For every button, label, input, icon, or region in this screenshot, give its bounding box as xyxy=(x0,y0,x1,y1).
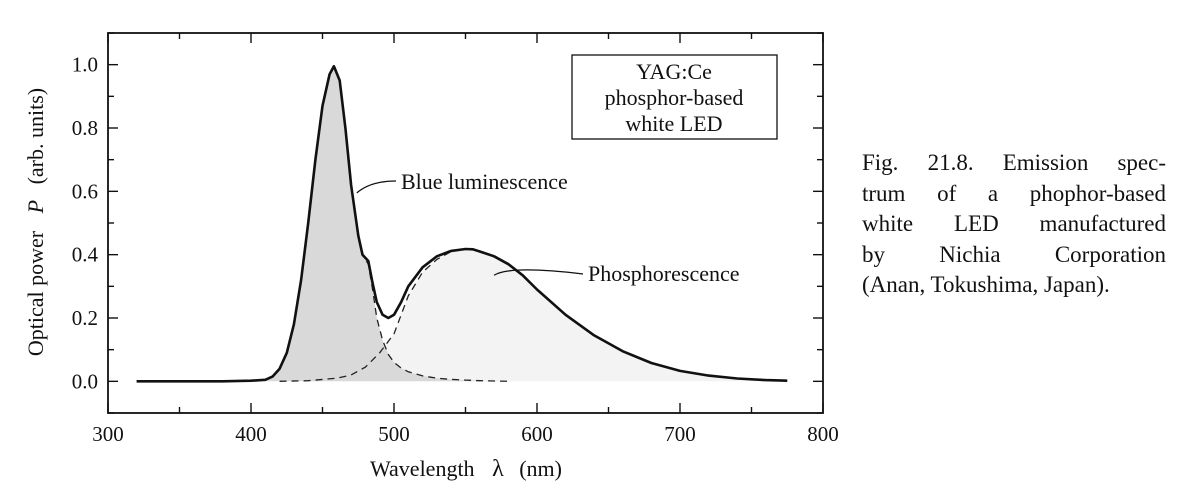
tick-labels: 300 400 500 600 700 800 0.0 0.2 0.4 0.6 0.8 1.0 xyxy=(72,53,839,446)
y-tick-label: 1.0 xyxy=(72,53,98,77)
phosphorescence-area xyxy=(279,249,788,382)
annotation-blue-label: Blue luminescence xyxy=(401,169,568,194)
axis-ticks xyxy=(107,32,824,414)
y-axis-symbol: P xyxy=(23,200,48,214)
x-axis-unit: (nm) xyxy=(519,456,562,481)
caption-line-3: white LED manufactured xyxy=(862,211,1166,236)
y-tick-label: 0.2 xyxy=(72,306,98,330)
x-tick-label: 400 xyxy=(235,422,267,446)
y-tick-label: 0.8 xyxy=(72,116,98,140)
x-tick-label: 500 xyxy=(378,422,410,446)
figure-caption: Fig. 21.8. Emission spec- trum of a phop… xyxy=(862,148,1166,301)
spectrum-curves xyxy=(136,64,788,383)
x-tick-label: 800 xyxy=(807,422,839,446)
x-tick-label: 300 xyxy=(92,422,124,446)
y-axis-title: Optical power P (arb. units) xyxy=(23,88,48,356)
legend-line-2: phosphor-based xyxy=(605,85,744,110)
legend-box: YAG:Ce phosphor-based white LED xyxy=(571,54,778,140)
x-tick-label: 700 xyxy=(664,422,696,446)
legend-box-frame xyxy=(571,54,778,140)
legend-line-3: white LED xyxy=(625,111,722,136)
y-tick-label: 0.6 xyxy=(72,179,98,203)
x-tick-label: 600 xyxy=(521,422,553,446)
caption-line-2: trum of a phophor-based xyxy=(862,180,1166,206)
leader-line-phosphorescence xyxy=(493,269,584,276)
annotation-blue: Blue luminescence xyxy=(356,169,568,194)
annotation-phosphor-label: Phosphorescence xyxy=(588,261,740,286)
y-axis-label: Optical power xyxy=(23,230,48,356)
y-axis-unit: (arb. units) xyxy=(23,88,48,185)
y-tick-label: 0.0 xyxy=(72,369,98,393)
total-emission-line xyxy=(136,65,788,383)
blue-luminescence-area xyxy=(251,66,512,382)
caption-line-4: by Nichia Corporation xyxy=(862,241,1166,267)
emission-spectrum-chart: 300 400 500 600 700 800 0.0 0.2 0.4 0.6 0.8 1.0 Wav… xyxy=(23,32,839,482)
annotation-phosphor: Phosphorescence xyxy=(493,261,740,286)
legend-line-1: YAG:Ce xyxy=(636,59,712,84)
y-tick-label: 0.4 xyxy=(72,243,99,267)
shaded-areas xyxy=(251,66,788,382)
x-axis-symbol: λ xyxy=(492,456,504,482)
caption-line-5: (Anan, Tokushima, Japan). xyxy=(862,272,1110,297)
leader-line-blue xyxy=(356,180,397,194)
x-axis-title: Wavelength λ (nm) xyxy=(370,456,562,482)
x-axis-label: Wavelength xyxy=(370,456,475,481)
caption-line-1: Fig. 21.8. Emission spec- xyxy=(862,150,1166,175)
